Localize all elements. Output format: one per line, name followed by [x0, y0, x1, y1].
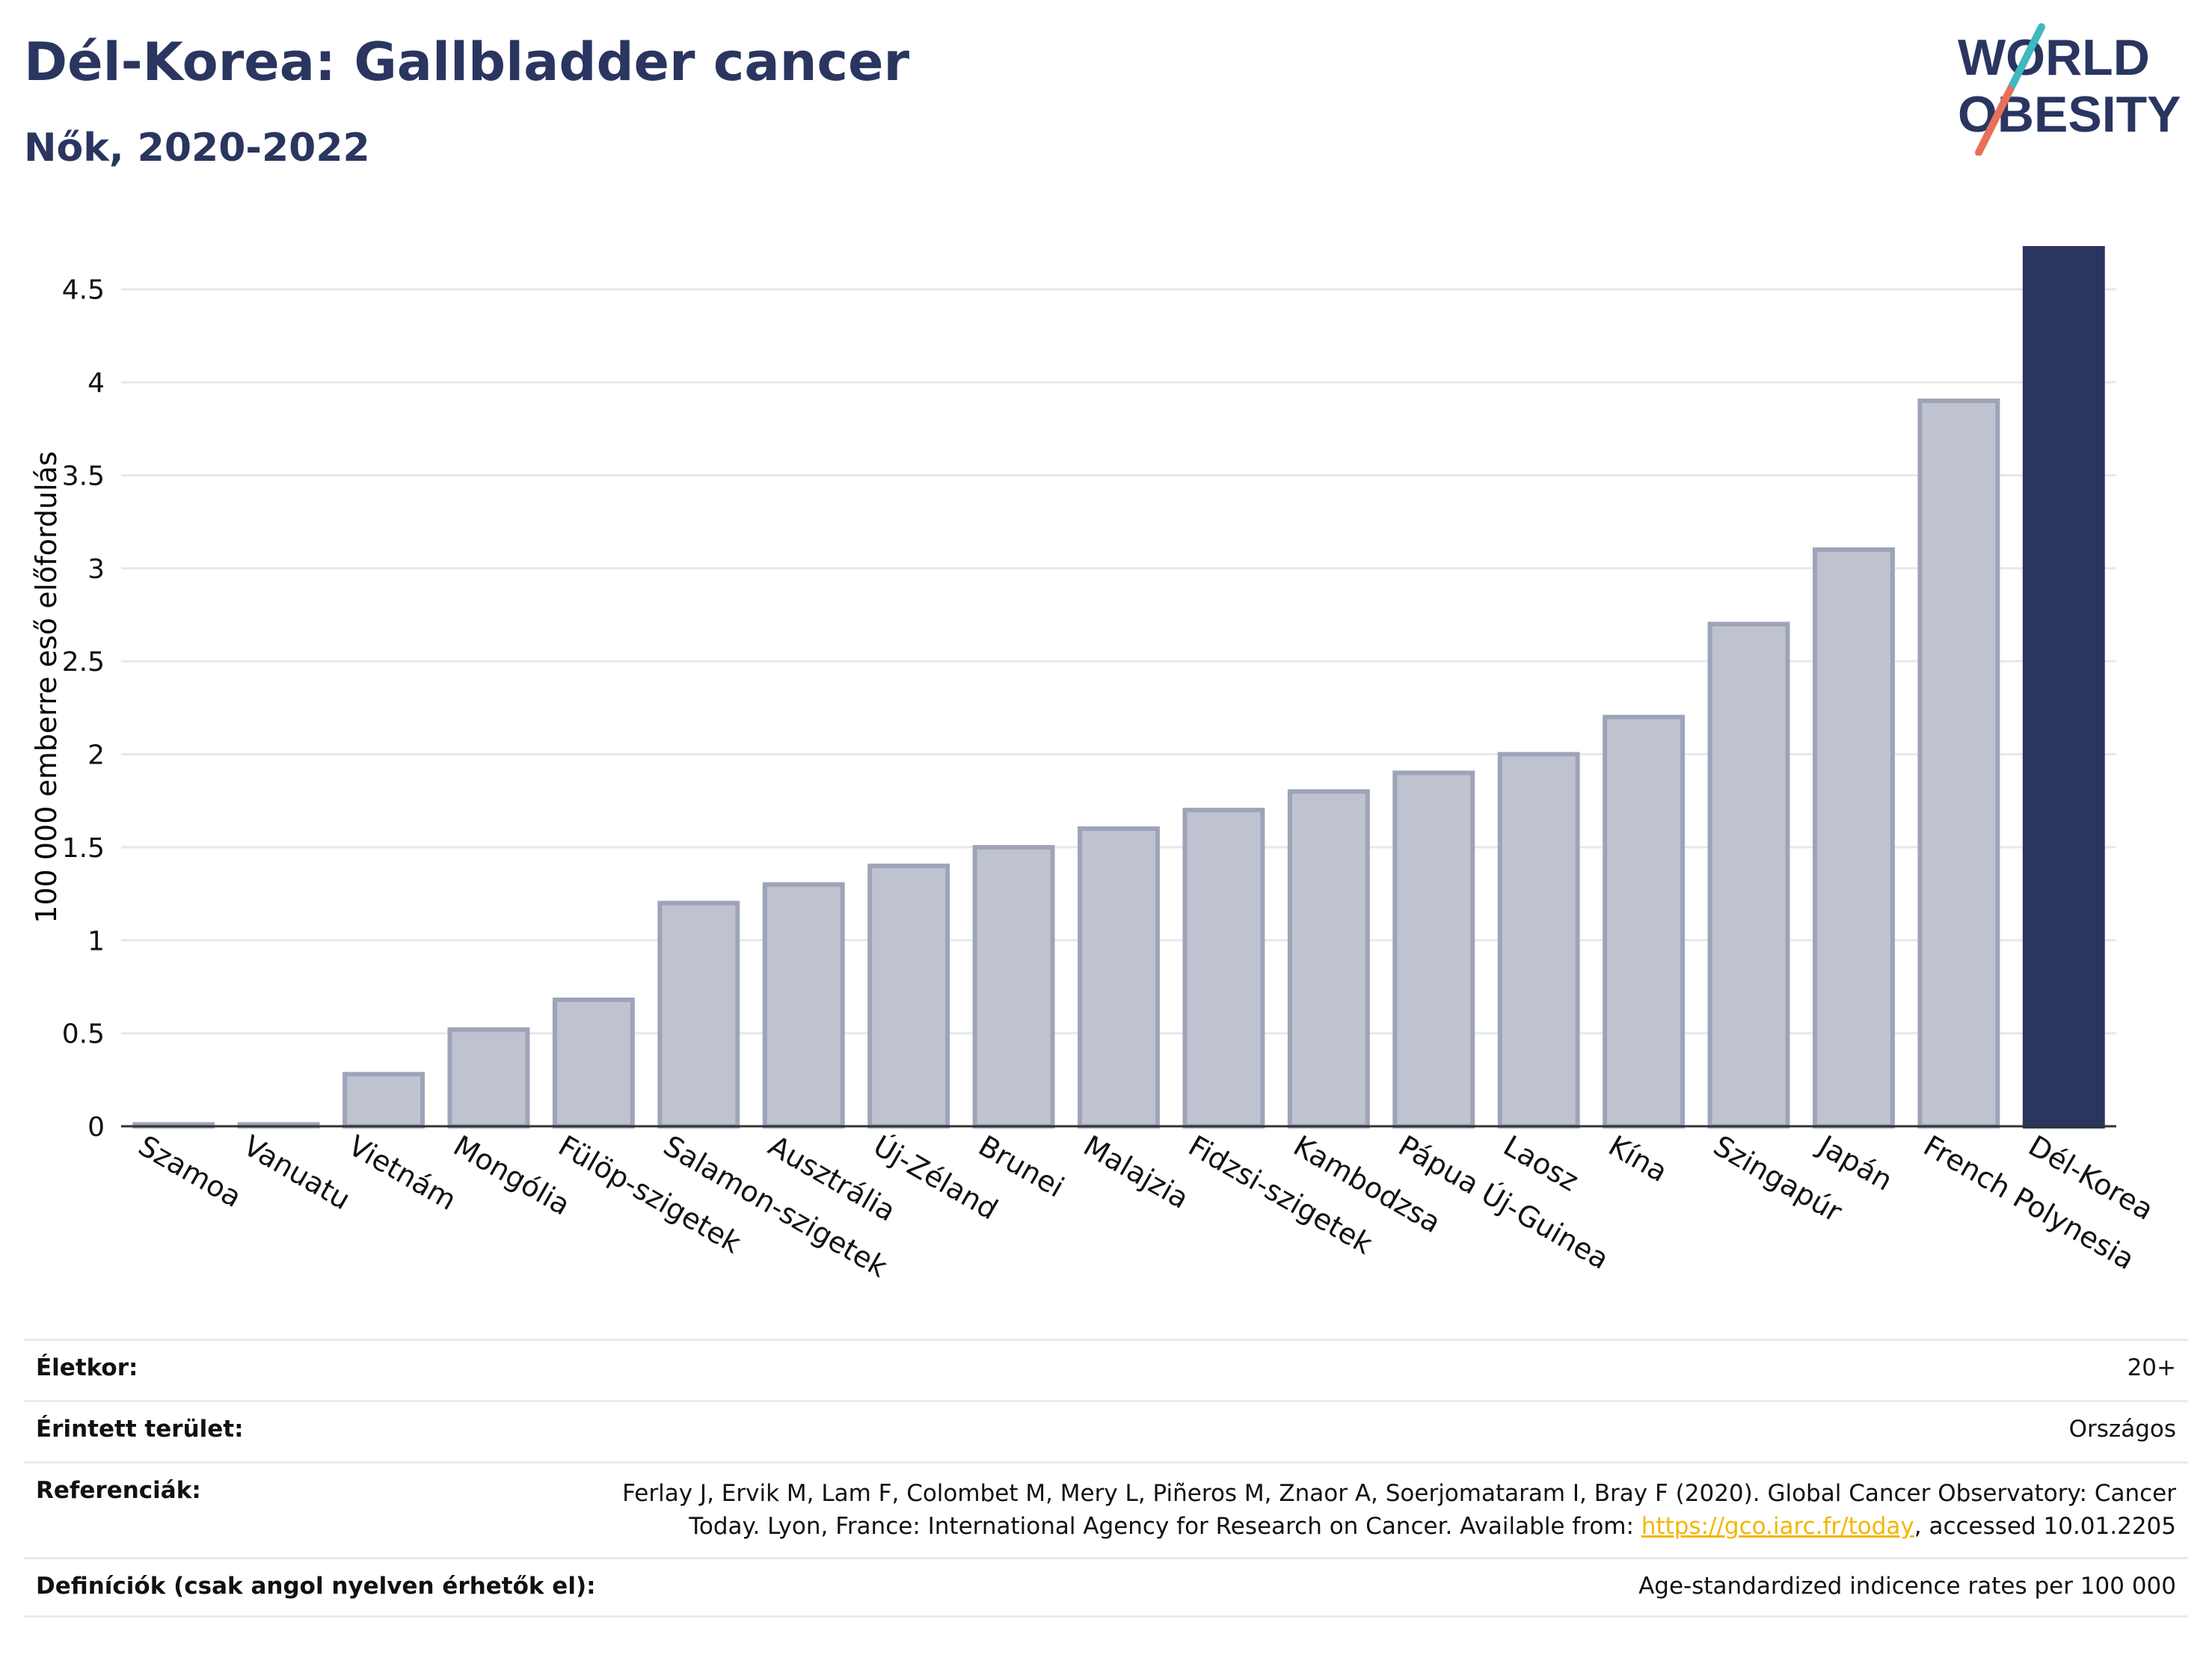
x-tick-label: Fülöp-szigetek: [553, 1129, 746, 1260]
reference-link[interactable]: https://gco.iarc.fr/today: [1641, 1513, 1914, 1540]
y-tick-label: 4: [87, 368, 105, 399]
metadata-table: Életkor: 20+ Érintett terület: Országos …: [24, 1339, 2188, 1618]
definitions-label: Definíciók (csak angol nyelven érhetők e…: [36, 1573, 596, 1600]
x-tick-label: Vanuatu: [238, 1129, 356, 1216]
age-value: 20+: [2127, 1354, 2176, 1381]
bar: [657, 900, 740, 1129]
y-tick-label: 4.5: [62, 275, 105, 306]
bar: [2022, 246, 2105, 1129]
bar: [1497, 752, 1580, 1129]
bar: [972, 844, 1055, 1129]
area-value: Országos: [2068, 1416, 2176, 1443]
meta-row-area: Érintett terület: Országos: [24, 1400, 2188, 1461]
reference-accessed: , accessed 10.01.2205: [1914, 1513, 2176, 1540]
x-axis-ticks: SzamoaVanuatuVietnámMongóliaFülöp-sziget…: [133, 1129, 2159, 1284]
x-tick-label: Szamoa: [133, 1129, 248, 1215]
y-tick-label: 1: [87, 926, 105, 957]
area-label: Érintett terület:: [36, 1416, 244, 1443]
page-title: Dél-Korea: Gallbladder cancer: [24, 31, 909, 93]
world-obesity-logo: WORLD OBESITY: [1958, 23, 2181, 156]
meta-row-definitions: Definíciók (csak angol nyelven érhetők e…: [24, 1557, 2188, 1615]
page-subtitle: Nők, 2020-2022: [24, 126, 370, 171]
bar: [342, 1072, 425, 1129]
x-tick-label: Fidzsi-szigetek: [1183, 1129, 1378, 1261]
bar: [1707, 621, 1790, 1129]
bar: [447, 1027, 530, 1129]
meta-row-age: Életkor: 20+: [24, 1339, 2188, 1400]
bar: [1603, 714, 1686, 1129]
logo-slash-teal: [2006, 23, 2045, 93]
y-tick-label: 3: [87, 554, 105, 585]
bar: [762, 882, 845, 1129]
definitions-value: Age-standardized indicence rates per 100…: [1638, 1573, 2176, 1600]
bars: [132, 246, 2105, 1129]
x-tick-label: Vietnám: [343, 1129, 462, 1217]
bar: [552, 997, 635, 1129]
x-tick-label: Kína: [1603, 1129, 1674, 1189]
bar-chart: 0 0.5 1 1.5 2 2.5 3 3.5 4 4.5 SzamoaVanuatuVietná…: [30, 246, 2159, 1284]
bar: [1182, 808, 1265, 1129]
meta-bottom-border: [24, 1615, 2188, 1618]
reference-text: Today. Lyon, France: International Agenc…: [689, 1513, 1641, 1540]
bar: [867, 863, 950, 1129]
x-tick-label: Malajzia: [1078, 1129, 1195, 1215]
y-tick-label: 3.5: [62, 461, 105, 491]
bar: [1287, 789, 1370, 1129]
y-axis-title: 100 000 emberre eső előfordulás: [30, 451, 63, 923]
references-value: Ferlay J, Ervik M, Lam F, Colombet M, Me…: [622, 1477, 2176, 1543]
reference-line-1: Ferlay J, Ervik M, Lam F, Colombet M, Me…: [622, 1480, 2176, 1507]
age-label: Életkor:: [36, 1354, 138, 1381]
y-axis-ticks: 0 0.5 1 1.5 2 2.5 3 3.5 4 4.5: [62, 275, 105, 1143]
logo-line1: WORLD: [1958, 29, 2150, 86]
bar: [1917, 398, 2000, 1129]
references-label: Referenciák:: [36, 1477, 201, 1504]
bar: [1078, 826, 1160, 1129]
bar: [1392, 770, 1475, 1129]
y-tick-label: 0: [87, 1112, 105, 1143]
y-tick-label: 0.5: [62, 1019, 105, 1050]
meta-row-references: Referenciák: Ferlay J, Ervik M, Lam F, C…: [24, 1461, 2188, 1557]
reference-line-2: Today. Lyon, France: International Agenc…: [622, 1510, 2176, 1543]
y-tick-label: 1.5: [62, 833, 105, 864]
y-tick-label: 2: [87, 740, 105, 771]
bar: [1812, 547, 1895, 1129]
logo-slash-coral: [1975, 86, 2014, 156]
x-tick-label: Mongólia: [448, 1129, 576, 1222]
y-tick-label: 2.5: [62, 647, 105, 678]
